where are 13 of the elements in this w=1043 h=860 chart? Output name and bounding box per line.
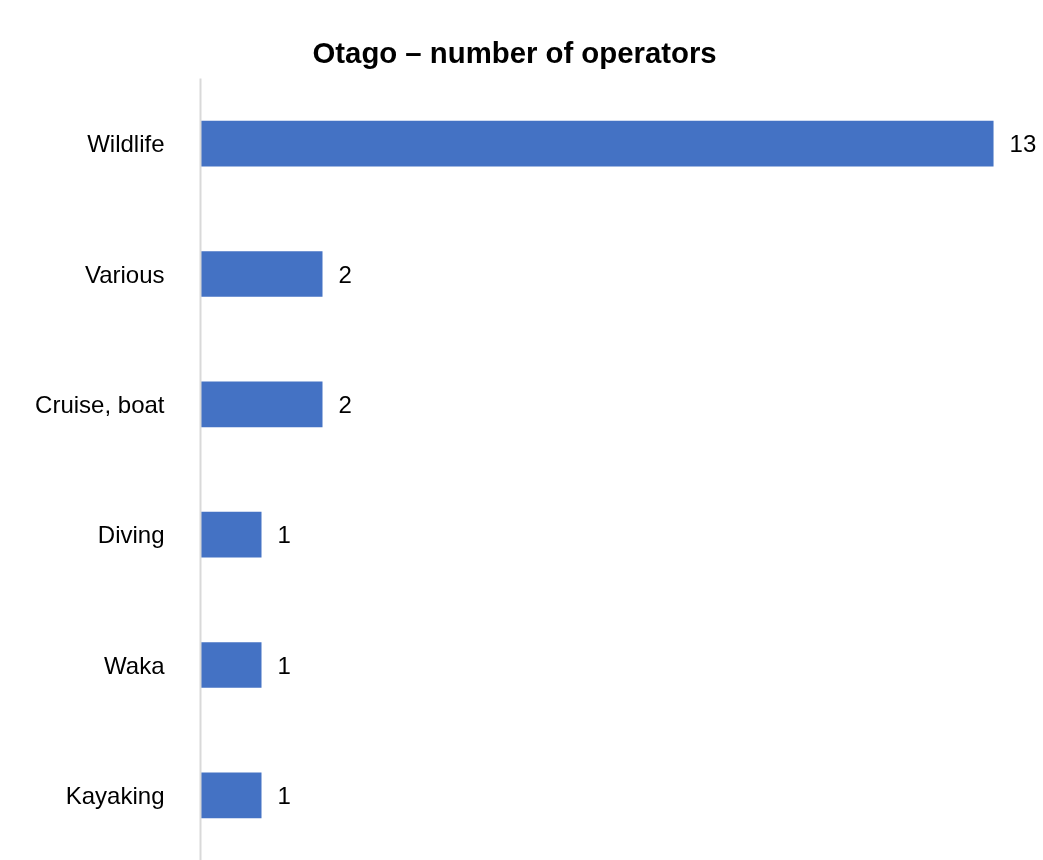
data-label: 2: [338, 260, 352, 288]
y-tick-label: Waka: [104, 651, 166, 679]
data-label: 1: [277, 781, 291, 809]
data-label: 2: [338, 390, 352, 418]
data-label: 13: [1009, 130, 1037, 158]
chart-title: Otago – number of operators: [312, 35, 717, 69]
y-tick-label: Wildlife: [87, 130, 165, 158]
y-tick-label: Diving: [97, 521, 165, 549]
y-tick-label: Kayaking: [65, 781, 165, 809]
y-tick-label: Cruise, boat: [35, 390, 165, 418]
data-label: 1: [277, 651, 291, 679]
data-label: 1: [277, 521, 291, 549]
y-tick-label: Various: [84, 260, 165, 288]
